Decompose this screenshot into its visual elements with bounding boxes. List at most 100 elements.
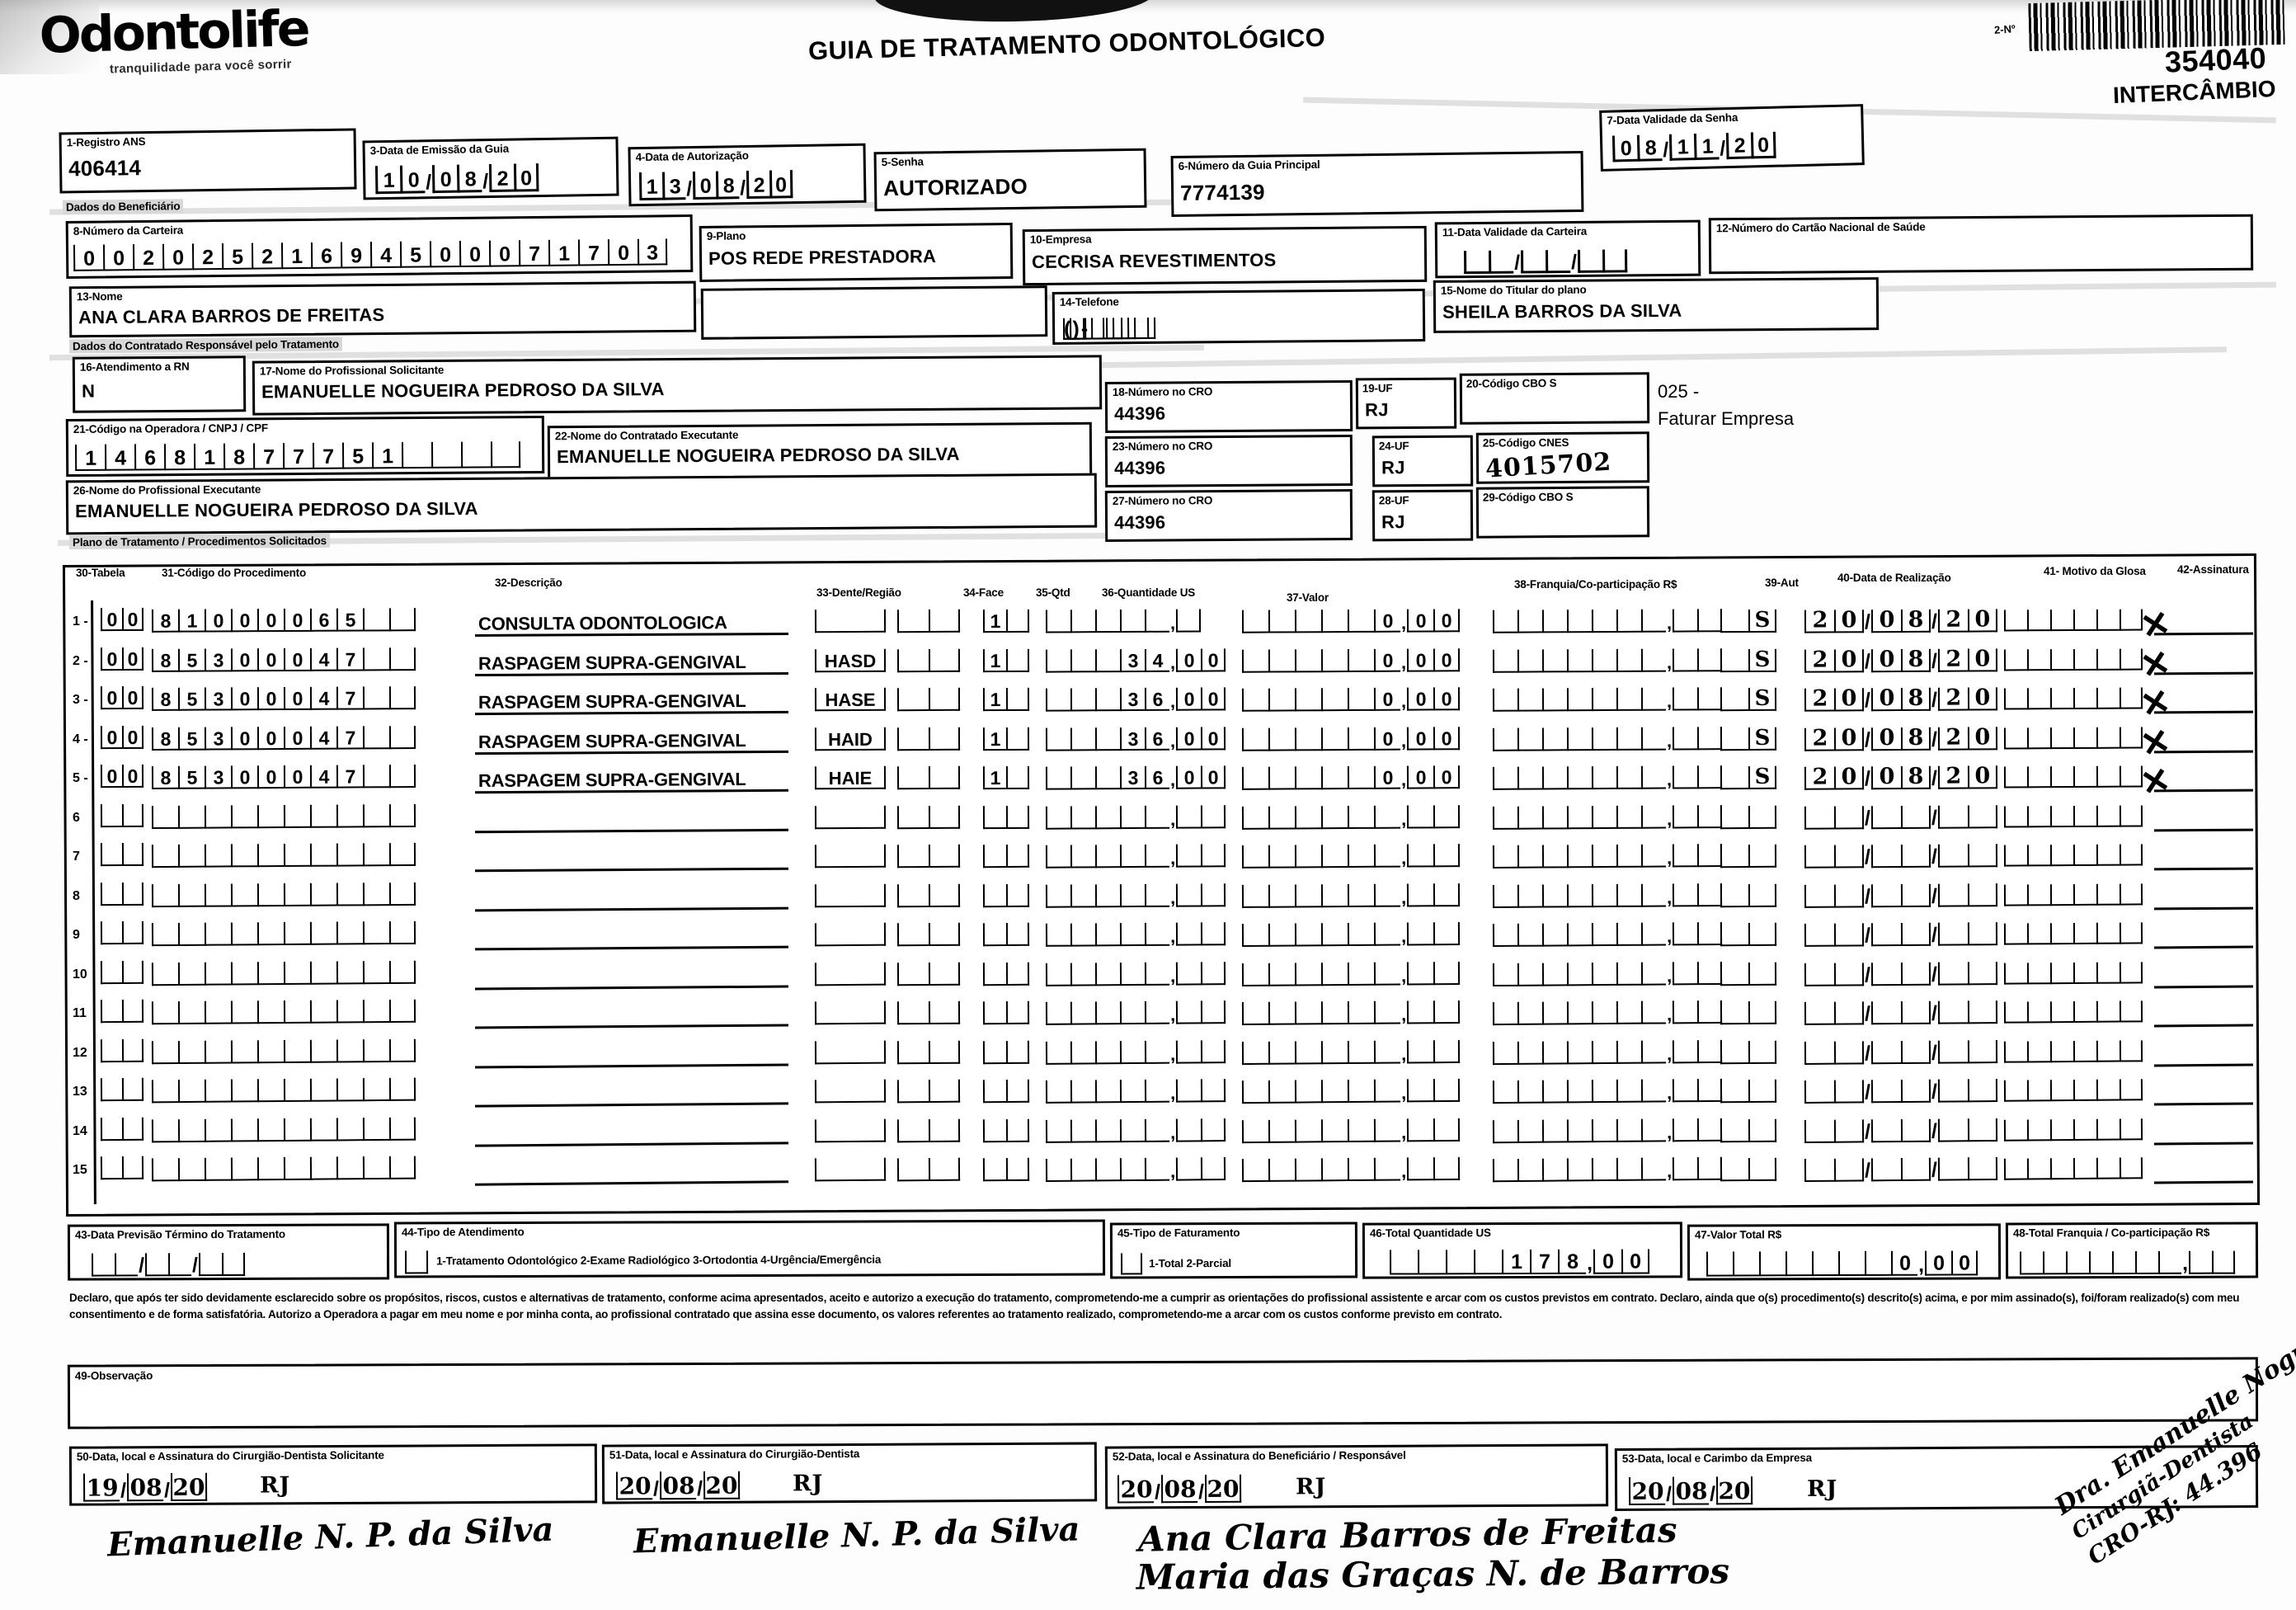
cell-qtd[interactable] bbox=[982, 922, 1030, 947]
field-observacao[interactable]: 49-Observação bbox=[67, 1357, 2259, 1429]
cell-franquia[interactable]: , bbox=[1492, 921, 1723, 948]
cell-valor[interactable]: , bbox=[1241, 922, 1461, 947]
field-data-validade-senha[interactable]: 7-Data Validade da Senha 0 8/1 1/2 0 bbox=[1599, 104, 1865, 172]
date-comb[interactable]: 1 0/0 8/2 0 bbox=[374, 163, 539, 194]
cell-franquia[interactable]: , bbox=[1492, 687, 1723, 712]
cell-face[interactable] bbox=[896, 1040, 961, 1064]
cell-valor[interactable]: , bbox=[1241, 1156, 1461, 1183]
cell-data-realizacao[interactable]: 2 0/0 8/2 0 bbox=[1804, 646, 1997, 673]
cell-quantidade-us[interactable]: , bbox=[1045, 1157, 1226, 1182]
cell-franquia[interactable]: , bbox=[1492, 844, 1723, 869]
cell-data-realizacao[interactable]: 2 0/0 8/2 0 bbox=[1804, 763, 1997, 790]
cell-valor[interactable]: , bbox=[1241, 1118, 1461, 1143]
cell-aut[interactable]: S bbox=[1720, 647, 1777, 672]
field-validade-carteira[interactable]: 11-Data Validade da Carteira / / bbox=[1434, 219, 1701, 279]
field-tipo-atendimento[interactable]: 44-Tipo de Atendimento 1-Tratamento Odon… bbox=[393, 1219, 1106, 1278]
date-comb[interactable]: 20/08/20 bbox=[615, 1471, 741, 1500]
cell-valor[interactable]: , bbox=[1241, 883, 1461, 908]
cell-tabela[interactable] bbox=[100, 999, 144, 1024]
cell-qtd[interactable]: 1 bbox=[982, 609, 1030, 633]
cell-aut[interactable] bbox=[1720, 962, 1777, 986]
field-cbo-solicitante[interactable]: 20-Código CBO S bbox=[1459, 372, 1650, 425]
cell-codigo-procedimento[interactable] bbox=[151, 1077, 416, 1104]
cell-assinatura-line[interactable] bbox=[2153, 1063, 2254, 1066]
field-plano[interactable]: 9-Plano POS REDE PRESTADORA bbox=[699, 223, 1014, 282]
cell-quantidade-us[interactable]: , bbox=[1045, 922, 1226, 947]
cell-tabela[interactable] bbox=[100, 842, 144, 867]
cell-tabela[interactable] bbox=[100, 960, 144, 984]
cell-valor[interactable]: , bbox=[1241, 804, 1461, 830]
field-nome-profissional-executante[interactable]: 26-Nome do Profissional Executante EMANU… bbox=[65, 473, 1098, 535]
cell-face[interactable] bbox=[896, 727, 961, 751]
field-uf-executante[interactable]: 24-UF RJ bbox=[1371, 435, 1474, 487]
cell-codigo-procedimento[interactable] bbox=[151, 960, 416, 986]
cell-tabela[interactable] bbox=[100, 1077, 144, 1102]
field-nome-beneficiario[interactable]: 13-Nome ANA CLARA BARROS DE FREITAS bbox=[68, 280, 697, 338]
cell-face[interactable] bbox=[896, 1079, 961, 1104]
cell-tabela[interactable] bbox=[100, 1156, 144, 1180]
field-registro-ans[interactable]: 1-Registro ANS 406414 bbox=[59, 128, 357, 194]
cell-valor[interactable]: , bbox=[1241, 1000, 1461, 1026]
cell-codigo-procedimento[interactable] bbox=[151, 882, 416, 907]
date-comb[interactable]: / / bbox=[1464, 249, 1628, 275]
cell-aut[interactable] bbox=[1720, 844, 1777, 869]
cell-quantidade-us[interactable]: , bbox=[1045, 1079, 1226, 1104]
cell-face[interactable] bbox=[896, 922, 961, 947]
cell-motivo-glosa[interactable] bbox=[2003, 1118, 2143, 1142]
field-atendimento-rn[interactable]: 16-Atendimento a RN N bbox=[72, 355, 247, 413]
cell-dente-regiao[interactable] bbox=[814, 1079, 887, 1104]
field-cbo-profissional-executante[interactable]: 29-Código CBO S bbox=[1475, 486, 1650, 539]
cell-qtd[interactable]: 1 bbox=[982, 727, 1030, 751]
field-empresa[interactable]: 10-Empresa CECRISA REVESTIMENTOS bbox=[1022, 225, 1428, 286]
cell-qtd[interactable] bbox=[982, 844, 1030, 869]
cell-aut[interactable]: S bbox=[1720, 608, 1777, 633]
cell-dente-regiao[interactable] bbox=[814, 1157, 887, 1182]
date-comb[interactable]: 1 3/0 8/2 0 bbox=[638, 170, 793, 200]
cell-valor[interactable]: , bbox=[1241, 961, 1461, 986]
cell-aut[interactable] bbox=[1720, 1040, 1777, 1064]
cell-franquia[interactable]: , bbox=[1492, 609, 1723, 633]
field-assinatura-dentista[interactable]: 51-Data, local e Assinatura do Cirurgião… bbox=[601, 1442, 1098, 1504]
cell-dente-regiao[interactable]: HASE bbox=[814, 687, 887, 712]
cell-qtd[interactable] bbox=[982, 1157, 1030, 1182]
cell-data-realizacao[interactable]: / / bbox=[1804, 922, 1998, 947]
cell-valor[interactable]: , bbox=[1241, 1078, 1461, 1104]
date-comb[interactable]: 0 8/1 1/2 0 bbox=[1611, 131, 1776, 162]
cell-aut[interactable] bbox=[1720, 805, 1777, 829]
cell-franquia[interactable]: , bbox=[1492, 1000, 1723, 1026]
cell-franquia[interactable]: , bbox=[1492, 1078, 1723, 1104]
cell-qtd[interactable] bbox=[982, 805, 1030, 829]
cell-data-realizacao[interactable]: / / bbox=[1804, 844, 1997, 869]
cell-motivo-glosa[interactable] bbox=[2003, 1079, 2143, 1102]
date-comb[interactable]: 20/08/20 bbox=[1628, 1476, 1753, 1506]
field-data-previsao-termino[interactable]: 43-Data Previsão Término do Tratamento /… bbox=[67, 1223, 390, 1281]
field-total-franquia[interactable]: 48-Total Franquia / Co-participação R$ , bbox=[2005, 1222, 2259, 1279]
cell-data-realizacao[interactable]: 2 0/0 8/2 0 bbox=[1804, 724, 1997, 751]
cell-aut[interactable] bbox=[1720, 1118, 1777, 1142]
cell-quantidade-us[interactable]: , bbox=[1045, 844, 1226, 869]
cell-codigo-procedimento[interactable] bbox=[151, 999, 416, 1025]
cell-data-realizacao[interactable]: / / bbox=[1804, 883, 1998, 908]
cell-data-realizacao[interactable]: / / bbox=[1804, 1039, 1998, 1065]
cell-data-realizacao[interactable]: / / bbox=[1804, 1156, 1998, 1182]
cell-data-realizacao[interactable]: / / bbox=[1804, 804, 1997, 830]
cell-quantidade-us[interactable]: , bbox=[1045, 883, 1226, 908]
cell-face[interactable] bbox=[896, 648, 961, 672]
cell-quantidade-us[interactable]: , bbox=[1045, 804, 1226, 829]
cell-assinatura-line[interactable] bbox=[2153, 828, 2254, 831]
cell-motivo-glosa[interactable] bbox=[2003, 1157, 2143, 1180]
cell-franquia[interactable]: , bbox=[1492, 765, 1723, 790]
cell-franquia[interactable]: , bbox=[1492, 726, 1723, 751]
cell-dente-regiao[interactable] bbox=[814, 1118, 887, 1142]
